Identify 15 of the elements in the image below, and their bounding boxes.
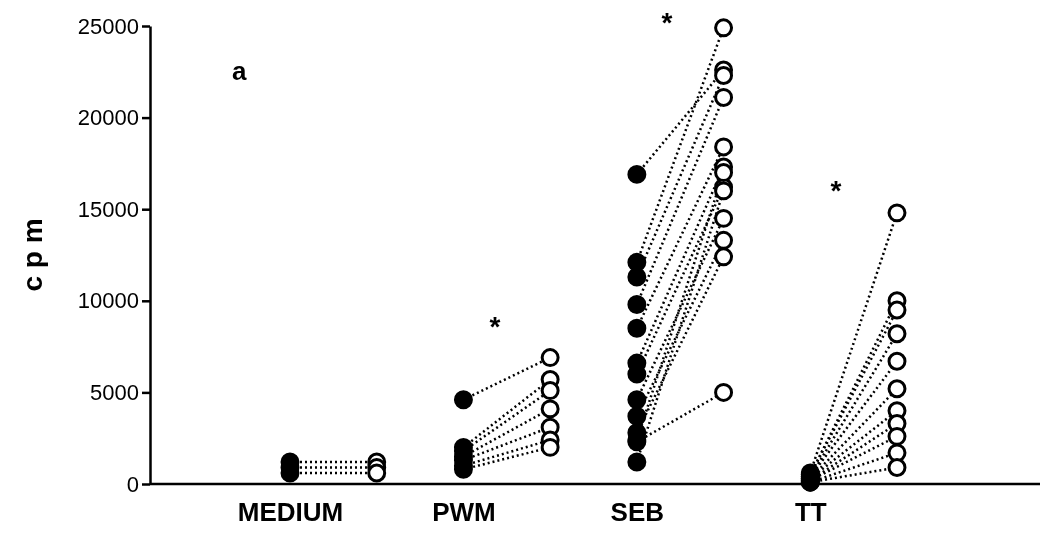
y-tick-label: 25000 (77, 13, 139, 39)
y-tick-label: 5000 (90, 379, 139, 405)
annotation: * (830, 175, 842, 206)
y-axis-title: c p m (17, 218, 48, 292)
annotation: * (489, 311, 501, 342)
text: a (232, 56, 247, 86)
x-tick-label: TT (794, 497, 827, 528)
x-tick-label: PWM (432, 497, 496, 528)
y-tick-label: 0 (126, 471, 139, 497)
y-tick-label: 10000 (77, 288, 139, 314)
x-tick-label: MEDIUM (237, 497, 344, 528)
y-tick-label: 15000 (77, 196, 139, 222)
annotation: * (661, 7, 673, 38)
x-tick-label: SEB (610, 497, 665, 528)
y-tick-label: 20000 (77, 105, 139, 131)
